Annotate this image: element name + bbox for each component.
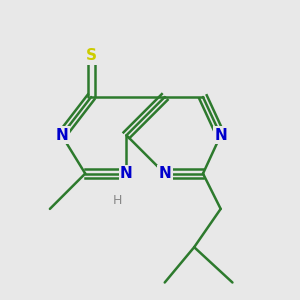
Text: S: S [85, 48, 97, 63]
Text: H: H [113, 194, 122, 207]
Text: N: N [120, 166, 133, 181]
Text: N: N [55, 128, 68, 143]
Text: N: N [214, 128, 227, 143]
Text: N: N [158, 166, 171, 181]
